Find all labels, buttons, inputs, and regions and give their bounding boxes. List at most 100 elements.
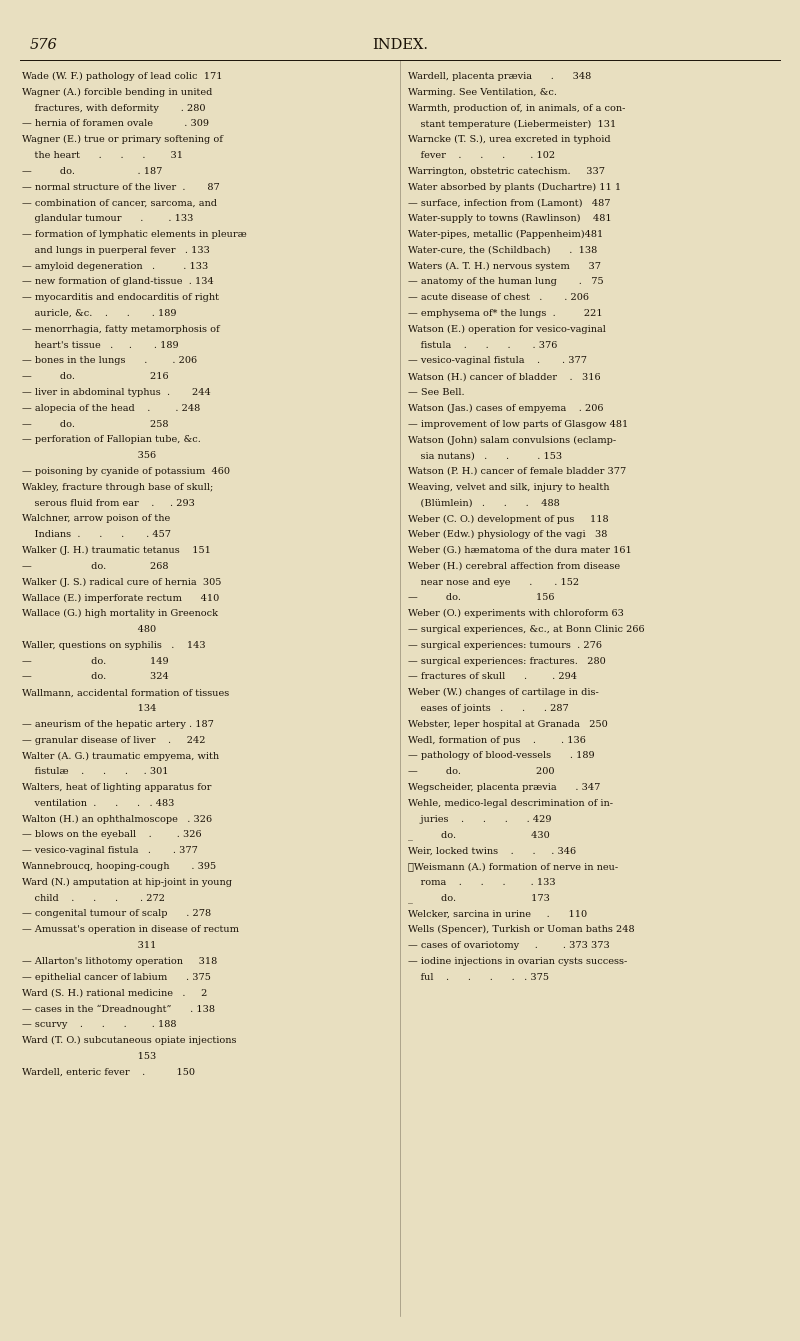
- Text: — epithelial cancer of labium      . 375: — epithelial cancer of labium . 375: [22, 972, 211, 982]
- Text: — scurvy    .      .      .        . 188: — scurvy . . . . 188: [22, 1021, 177, 1029]
- Text: Weber (Edw.) physiology of the vagi   38: Weber (Edw.) physiology of the vagi 38: [408, 530, 607, 539]
- Text: — Amussat's operation in disease of rectum: — Amussat's operation in disease of rect…: [22, 925, 239, 935]
- Text: Water-cure, the (Schildbach)      .  138: Water-cure, the (Schildbach) . 138: [408, 245, 598, 255]
- Text: serous fluid from ear    .     . 293: serous fluid from ear . . 293: [22, 499, 195, 508]
- Text: Wardell, enteric fever    .          150: Wardell, enteric fever . 150: [22, 1067, 195, 1077]
- Text: — Allarton's lithotomy operation     318: — Allarton's lithotomy operation 318: [22, 956, 218, 966]
- Text: Wagner (E.) true or primary softening of: Wagner (E.) true or primary softening of: [22, 135, 223, 145]
- Text: — congenital tumour of scalp      . 278: — congenital tumour of scalp . 278: [22, 909, 211, 919]
- Text: — myocarditis and endocarditis of right: — myocarditis and endocarditis of right: [22, 294, 219, 302]
- Text: fistula    .      .      .       . 376: fistula . . . . 376: [408, 341, 558, 350]
- Text: Wagner (A.) forcible bending in united: Wagner (A.) forcible bending in united: [22, 87, 212, 97]
- Text: — hernia of foramen ovale          . 309: — hernia of foramen ovale . 309: [22, 119, 209, 129]
- Text: —         do.                        258: — do. 258: [22, 420, 169, 429]
- Text: Walters, heat of lighting apparatus for: Walters, heat of lighting apparatus for: [22, 783, 211, 793]
- Text: stant temperature (Liebermeister)  131: stant temperature (Liebermeister) 131: [408, 119, 616, 129]
- Text: fistulæ    .      .      .     . 301: fistulæ . . . . 301: [22, 767, 169, 776]
- Text: — normal structure of the liver  .       87: — normal structure of the liver . 87: [22, 182, 220, 192]
- Text: — surface, infection from (Lamont)   487: — surface, infection from (Lamont) 487: [408, 198, 610, 208]
- Text: Water-pipes, metallic (Pappenheim)481: Water-pipes, metallic (Pappenheim)481: [408, 231, 603, 239]
- Text: and lungs in puerperal fever   . 133: and lungs in puerperal fever . 133: [22, 245, 210, 255]
- Text: glandular tumour      .        . 133: glandular tumour . . 133: [22, 215, 194, 223]
- Text: Watson (Jas.) cases of empyema    . 206: Watson (Jas.) cases of empyema . 206: [408, 404, 603, 413]
- Text: Wardell, placenta prævia      .      348: Wardell, placenta prævia . 348: [408, 72, 591, 80]
- Text: Water-supply to towns (Rawlinson)    481: Water-supply to towns (Rawlinson) 481: [408, 215, 612, 224]
- Text: Ward (N.) amputation at hip-joint in young: Ward (N.) amputation at hip-joint in you…: [22, 878, 232, 886]
- Text: Watson (John) salam convulsions (eclamp-: Watson (John) salam convulsions (eclamp-: [408, 436, 616, 444]
- Text: — iodine injections in ovarian cysts success-: — iodine injections in ovarian cysts suc…: [408, 956, 627, 966]
- Text: Wells (Spencer), Turkish or Uoman baths 248: Wells (Spencer), Turkish or Uoman baths …: [408, 925, 634, 935]
- Text: —         do.                        216: — do. 216: [22, 373, 169, 381]
- Text: Warming. See Ventilation, &c.: Warming. See Ventilation, &c.: [408, 87, 557, 97]
- Text: 480: 480: [22, 625, 156, 634]
- Text: (Blümlein)   .      .      .    488: (Blümlein) . . . 488: [408, 499, 560, 508]
- Text: 576: 576: [30, 38, 58, 52]
- Text: Wedl, formation of pus    .        . 136: Wedl, formation of pus . . 136: [408, 736, 586, 744]
- Text: auricle, &c.    .      .       . 189: auricle, &c. . . . 189: [22, 308, 177, 318]
- Text: — alopecia of the head    .        . 248: — alopecia of the head . . 248: [22, 404, 200, 413]
- Text: ✱Weismann (A.) formation of nerve in neu-: ✱Weismann (A.) formation of nerve in neu…: [408, 862, 618, 872]
- Text: — fractures of skull      .        . 294: — fractures of skull . . 294: [408, 672, 577, 681]
- Text: Weber (W.) changes of cartilage in dis-: Weber (W.) changes of cartilage in dis-: [408, 688, 598, 697]
- Text: — granular disease of liver    .     242: — granular disease of liver . 242: [22, 736, 206, 744]
- Text: near nose and eye      .       . 152: near nose and eye . . 152: [408, 578, 579, 586]
- Text: —                   do.              324: — do. 324: [22, 672, 169, 681]
- Text: Waller, questions on syphilis   .    143: Waller, questions on syphilis . 143: [22, 641, 206, 650]
- Text: Weaving, velvet and silk, injury to health: Weaving, velvet and silk, injury to heal…: [408, 483, 610, 492]
- Text: 311: 311: [22, 941, 156, 949]
- Text: — surgical experiences, &c., at Bonn Clinic 266: — surgical experiences, &c., at Bonn Cli…: [408, 625, 645, 634]
- Text: — bones in the lungs      .        . 206: — bones in the lungs . . 206: [22, 357, 197, 365]
- Text: — perforation of Fallopian tube, &c.: — perforation of Fallopian tube, &c.: [22, 436, 201, 444]
- Text: — acute disease of chest   .       . 206: — acute disease of chest . . 206: [408, 294, 589, 302]
- Text: — liver in abdominal typhus  .       244: — liver in abdominal typhus . 244: [22, 388, 210, 397]
- Text: Watson (P. H.) cancer of female bladder 377: Watson (P. H.) cancer of female bladder …: [408, 467, 626, 476]
- Text: Webster, leper hospital at Granada   250: Webster, leper hospital at Granada 250: [408, 720, 608, 728]
- Text: —         do.                        200: — do. 200: [408, 767, 554, 776]
- Text: —                   do.              268: — do. 268: [22, 562, 169, 571]
- Text: Warncke (T. S.), urea excreted in typhoid: Warncke (T. S.), urea excreted in typhoi…: [408, 135, 610, 145]
- Text: Walker (J. S.) radical cure of hernia  305: Walker (J. S.) radical cure of hernia 30…: [22, 578, 222, 587]
- Text: — combination of cancer, sarcoma, and: — combination of cancer, sarcoma, and: [22, 198, 217, 208]
- Text: eases of joints   .      .      . 287: eases of joints . . . 287: [408, 704, 569, 713]
- Text: _         do.                        173: _ do. 173: [408, 893, 550, 904]
- Text: — aneurism of the hepatic artery . 187: — aneurism of the hepatic artery . 187: [22, 720, 214, 728]
- Text: sia nutans)   .      .         . 153: sia nutans) . . . 153: [408, 451, 562, 460]
- Text: Weber (C. O.) development of pus     118: Weber (C. O.) development of pus 118: [408, 515, 609, 523]
- Text: — improvement of low parts of Glasgow 481: — improvement of low parts of Glasgow 48…: [408, 420, 628, 429]
- Text: — surgical experiences: tumours  . 276: — surgical experiences: tumours . 276: [408, 641, 602, 650]
- Text: Waters (A. T. H.) nervous system      37: Waters (A. T. H.) nervous system 37: [408, 261, 601, 271]
- Text: fractures, with deformity       . 280: fractures, with deformity . 280: [22, 103, 206, 113]
- Text: Weber (G.) hæmatoma of the dura mater 161: Weber (G.) hæmatoma of the dura mater 16…: [408, 546, 632, 555]
- Text: juries    .      .      .      . 429: juries . . . . 429: [408, 814, 551, 823]
- Text: — See Bell.: — See Bell.: [408, 388, 465, 397]
- Text: Walter (A. G.) traumatic empyema, with: Walter (A. G.) traumatic empyema, with: [22, 751, 219, 760]
- Text: roma    .      .      .        . 133: roma . . . . 133: [408, 878, 556, 886]
- Text: Wakley, fracture through base of skull;: Wakley, fracture through base of skull;: [22, 483, 214, 492]
- Text: Wallmann, accidental formation of tissues: Wallmann, accidental formation of tissue…: [22, 688, 230, 697]
- Text: Warrington, obstetric catechism.     337: Warrington, obstetric catechism. 337: [408, 166, 605, 176]
- Text: Watson (E.) operation for vesico-vaginal: Watson (E.) operation for vesico-vaginal: [408, 325, 606, 334]
- Text: — amyloid degeneration   .         . 133: — amyloid degeneration . . 133: [22, 261, 208, 271]
- Text: — vesico-vaginal fistula    .       . 377: — vesico-vaginal fistula . . 377: [408, 357, 587, 365]
- Text: — surgical experiences: fractures.   280: — surgical experiences: fractures. 280: [408, 657, 606, 665]
- Text: Weber (H.) cerebral affection from disease: Weber (H.) cerebral affection from disea…: [408, 562, 620, 571]
- Text: Walchner, arrow poison of the: Walchner, arrow poison of the: [22, 515, 170, 523]
- Text: Wallace (G.) high mortality in Greenock: Wallace (G.) high mortality in Greenock: [22, 609, 218, 618]
- Text: INDEX.: INDEX.: [372, 38, 428, 52]
- Text: Warmth, production of, in animals, of a con-: Warmth, production of, in animals, of a …: [408, 103, 626, 113]
- Text: — cases of ovariotomy     .        . 373 373: — cases of ovariotomy . . 373 373: [408, 941, 610, 949]
- Text: Water absorbed by plants (Duchartre) 11 1: Water absorbed by plants (Duchartre) 11 …: [408, 182, 621, 192]
- Text: Wade (W. F.) pathology of lead colic  171: Wade (W. F.) pathology of lead colic 171: [22, 72, 222, 80]
- Text: Watson (H.) cancer of bladder    .   316: Watson (H.) cancer of bladder . 316: [408, 373, 601, 381]
- Text: Ward (T. O.) subcutaneous opiate injections: Ward (T. O.) subcutaneous opiate injecti…: [22, 1035, 237, 1045]
- Text: —                   do.              149: — do. 149: [22, 657, 169, 665]
- Text: child    .      .      .       . 272: child . . . . 272: [22, 893, 165, 902]
- Text: 153: 153: [22, 1051, 156, 1061]
- Text: Wehle, medico-legal descrimination of in-: Wehle, medico-legal descrimination of in…: [408, 799, 613, 807]
- Text: Walton (H.) an ophthalmoscope   . 326: Walton (H.) an ophthalmoscope . 326: [22, 814, 212, 823]
- Text: the heart      .      .      .        31: the heart . . . 31: [22, 152, 183, 160]
- Text: — formation of lymphatic elements in pleuræ: — formation of lymphatic elements in ple…: [22, 231, 246, 239]
- Text: 134: 134: [22, 704, 156, 713]
- Text: — menorrhagia, fatty metamorphosis of: — menorrhagia, fatty metamorphosis of: [22, 325, 220, 334]
- Text: Weir, locked twins    .      .     . 346: Weir, locked twins . . . 346: [408, 846, 576, 856]
